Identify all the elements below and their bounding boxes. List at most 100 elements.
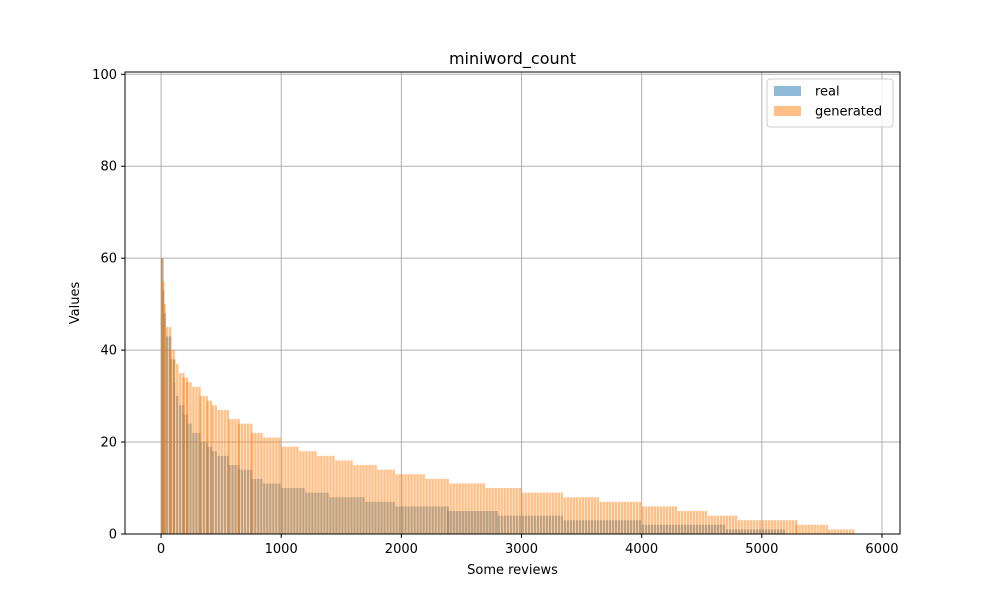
bar: [305, 451, 308, 534]
bar: [785, 520, 789, 534]
bar: [587, 497, 590, 534]
bar: [822, 524, 825, 534]
x-tick-label: 3000: [505, 542, 538, 557]
bar: [479, 483, 482, 534]
bar: [401, 474, 404, 534]
bar: [350, 460, 353, 534]
bar: [192, 386, 195, 534]
y-tick-label: 0: [109, 528, 117, 543]
bar: [791, 520, 795, 534]
bar: [440, 478, 443, 534]
bar: [665, 506, 669, 534]
bar: [476, 483, 479, 534]
bar: [749, 520, 753, 534]
bar: [163, 304, 166, 534]
bar: [443, 478, 446, 534]
bar: [626, 501, 630, 534]
bar: [848, 529, 852, 534]
y-tick-label: 80: [100, 160, 117, 175]
bar: [371, 465, 374, 534]
bar: [311, 451, 314, 534]
bar: [557, 492, 560, 534]
bar: [234, 419, 237, 534]
plot-frame: [124, 71, 901, 535]
bar: [623, 501, 627, 534]
legend-label-real: real: [815, 85, 840, 100]
bar: [398, 474, 401, 534]
bar: [833, 529, 837, 534]
bar: [410, 474, 413, 534]
bar: [323, 455, 326, 534]
bar: [710, 515, 714, 534]
bar: [671, 506, 675, 534]
bar: [746, 520, 750, 534]
bar: [332, 455, 335, 534]
bar: [278, 437, 281, 534]
bar: [452, 483, 455, 534]
bar: [359, 465, 362, 534]
x-tick-label: 5000: [745, 542, 778, 557]
bar: [374, 465, 377, 534]
bar: [842, 529, 846, 534]
bar: [338, 460, 341, 534]
bar: [632, 501, 636, 534]
axis-ticks: 0 1000 2000 3000 4000 5000 6000 0 20 40 60 80 100: [92, 68, 898, 557]
bar: [506, 488, 509, 534]
bar: [851, 529, 855, 534]
bar: [788, 520, 792, 534]
bar: [722, 515, 726, 534]
bar: [804, 524, 807, 534]
bar: [644, 506, 648, 534]
bar: [677, 511, 681, 534]
bar: [308, 451, 311, 534]
bar: [641, 506, 645, 534]
bar: [365, 465, 368, 534]
bar: [719, 515, 723, 534]
bar: [743, 520, 747, 534]
bar: [527, 492, 530, 534]
bar: [341, 460, 344, 534]
bar: [254, 432, 257, 534]
bar: [186, 382, 189, 534]
bar: [524, 492, 527, 534]
bar: [686, 511, 690, 534]
bar: [284, 446, 287, 534]
bar: [404, 474, 407, 534]
bar: [503, 488, 506, 534]
bar: [798, 524, 801, 534]
bar: [683, 511, 687, 534]
bar: [228, 419, 231, 534]
bar: [653, 506, 657, 534]
bar: [380, 469, 383, 534]
bar: [326, 455, 329, 534]
bar: [329, 455, 332, 534]
bar: [518, 488, 521, 534]
bar: [251, 432, 254, 534]
bar: [674, 506, 678, 534]
bar: [211, 405, 214, 534]
bar: [782, 520, 786, 534]
bar: [563, 497, 566, 534]
bar: [199, 396, 202, 534]
bar: [383, 469, 386, 534]
bar: [698, 511, 702, 534]
bar: [810, 524, 813, 534]
bar: [281, 446, 284, 534]
bar: [209, 400, 213, 534]
bar: [179, 373, 182, 534]
bar: [566, 497, 569, 534]
bar: [602, 501, 606, 534]
bar: [551, 492, 554, 534]
bar: [395, 474, 398, 534]
bar: [240, 423, 244, 534]
x-tick-label: 4000: [625, 542, 658, 557]
bar: [237, 423, 241, 534]
bar: [431, 478, 434, 534]
bar: [356, 465, 359, 534]
bar: [182, 377, 186, 534]
bar: [554, 492, 557, 534]
bar: [437, 478, 440, 534]
bar: [836, 529, 840, 534]
bar: [275, 437, 278, 534]
bar: [617, 501, 621, 534]
